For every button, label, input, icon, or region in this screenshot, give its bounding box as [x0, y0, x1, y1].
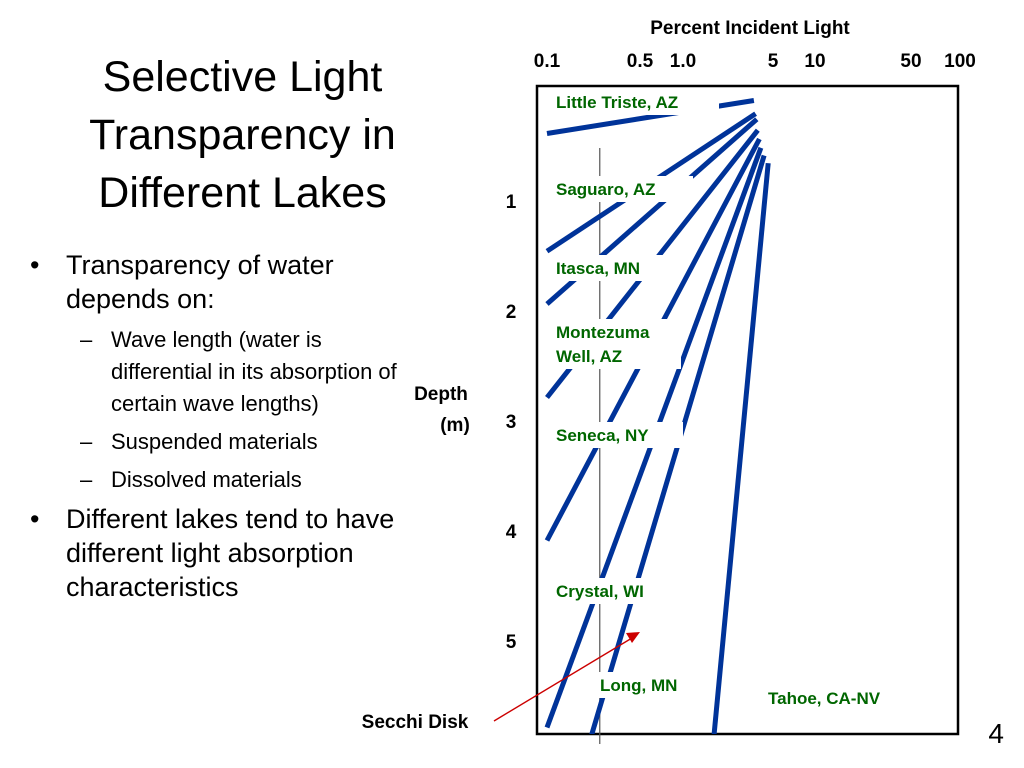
title-line: Selective Light	[102, 53, 383, 101]
y-axis-label: Depth	[414, 384, 468, 405]
x-tick-label: 5	[768, 51, 779, 72]
series-line	[546, 98, 755, 136]
sub-bullet-item: – Wave length (water is differential in …	[28, 324, 428, 420]
series-label: Long, MN	[600, 676, 677, 695]
y-axis-label: (m)	[440, 415, 470, 436]
x-tick-label: 50	[900, 51, 921, 72]
series-label: Little Triste, AZ	[556, 93, 678, 112]
series-label-bg	[553, 176, 693, 202]
bullet-text: Different lakes tend to have different l…	[66, 504, 395, 602]
series-label-bg	[553, 319, 681, 369]
y-tick-label: 4	[506, 522, 517, 543]
bullet-list: • Transparency of water depends on: – Wa…	[28, 248, 428, 612]
series-label: Seneca, NY	[556, 426, 649, 445]
series-label-bg	[553, 578, 677, 604]
x-tick-label: 0.5	[627, 51, 654, 72]
title-line: Different Lakes	[98, 169, 387, 217]
y-tick-label: 5	[506, 632, 517, 653]
series-label: Tahoe, CA-NV	[768, 689, 881, 708]
x-tick-label: 1.0	[670, 51, 696, 72]
series-label: Montezuma	[556, 323, 650, 342]
y-tick-label: 3	[506, 412, 517, 433]
series-line	[589, 154, 767, 734]
series-label: Itasca, MN	[556, 259, 640, 278]
annotation-arrow-head	[626, 632, 640, 643]
sub-bullet-marker: –	[80, 429, 93, 454]
sub-bullet-item: – Suspended materials	[28, 426, 428, 458]
plot-frame	[535, 84, 960, 736]
sub-bullet-marker: –	[80, 327, 93, 352]
annotation-arrow-line	[493, 637, 633, 722]
series-label: Crystal, WI	[556, 582, 644, 601]
sub-bullet-marker: –	[80, 467, 93, 492]
bullet-item: • Different lakes tend to have different…	[28, 502, 428, 604]
series-line	[711, 162, 771, 734]
sub-bullet-text: Dissolved materials	[111, 467, 302, 492]
x-tick-label: 10	[804, 51, 825, 72]
page-number: 4	[988, 718, 1004, 749]
series-label-bg	[553, 89, 719, 115]
series-label: Well, AZ	[556, 347, 622, 366]
sub-bullet-list: – Wave length (water is differential in …	[28, 324, 428, 496]
series-label-bg	[597, 672, 705, 698]
series-label-bg	[553, 255, 671, 281]
series-label-bg	[553, 422, 683, 448]
title-line: Transparency in	[89, 111, 396, 159]
slide-title: Selective Light Transparency in Differen…	[40, 48, 445, 222]
sub-bullet-text: Wave length (water is differential in it…	[111, 327, 397, 416]
bullet-marker: •	[30, 250, 40, 280]
y-tick-label: 1	[506, 192, 517, 213]
x-tick-label: 100	[944, 51, 976, 72]
bullet-item: • Transparency of water depends on:	[28, 248, 428, 316]
bullet-marker: •	[30, 504, 40, 534]
bullet-text: Transparency of water depends on:	[66, 250, 334, 314]
sub-bullet-text: Suspended materials	[111, 429, 318, 454]
x-tick-label: 0.1	[534, 51, 561, 72]
annotation-label: Secchi Disk	[362, 712, 469, 733]
sub-bullet-item: – Dissolved materials	[28, 464, 428, 496]
y-tick-label: 2	[506, 302, 517, 323]
series-label-bg	[765, 685, 917, 711]
series-label: Saguaro, AZ	[556, 180, 656, 199]
chart-title: Percent Incident Light	[650, 18, 850, 39]
